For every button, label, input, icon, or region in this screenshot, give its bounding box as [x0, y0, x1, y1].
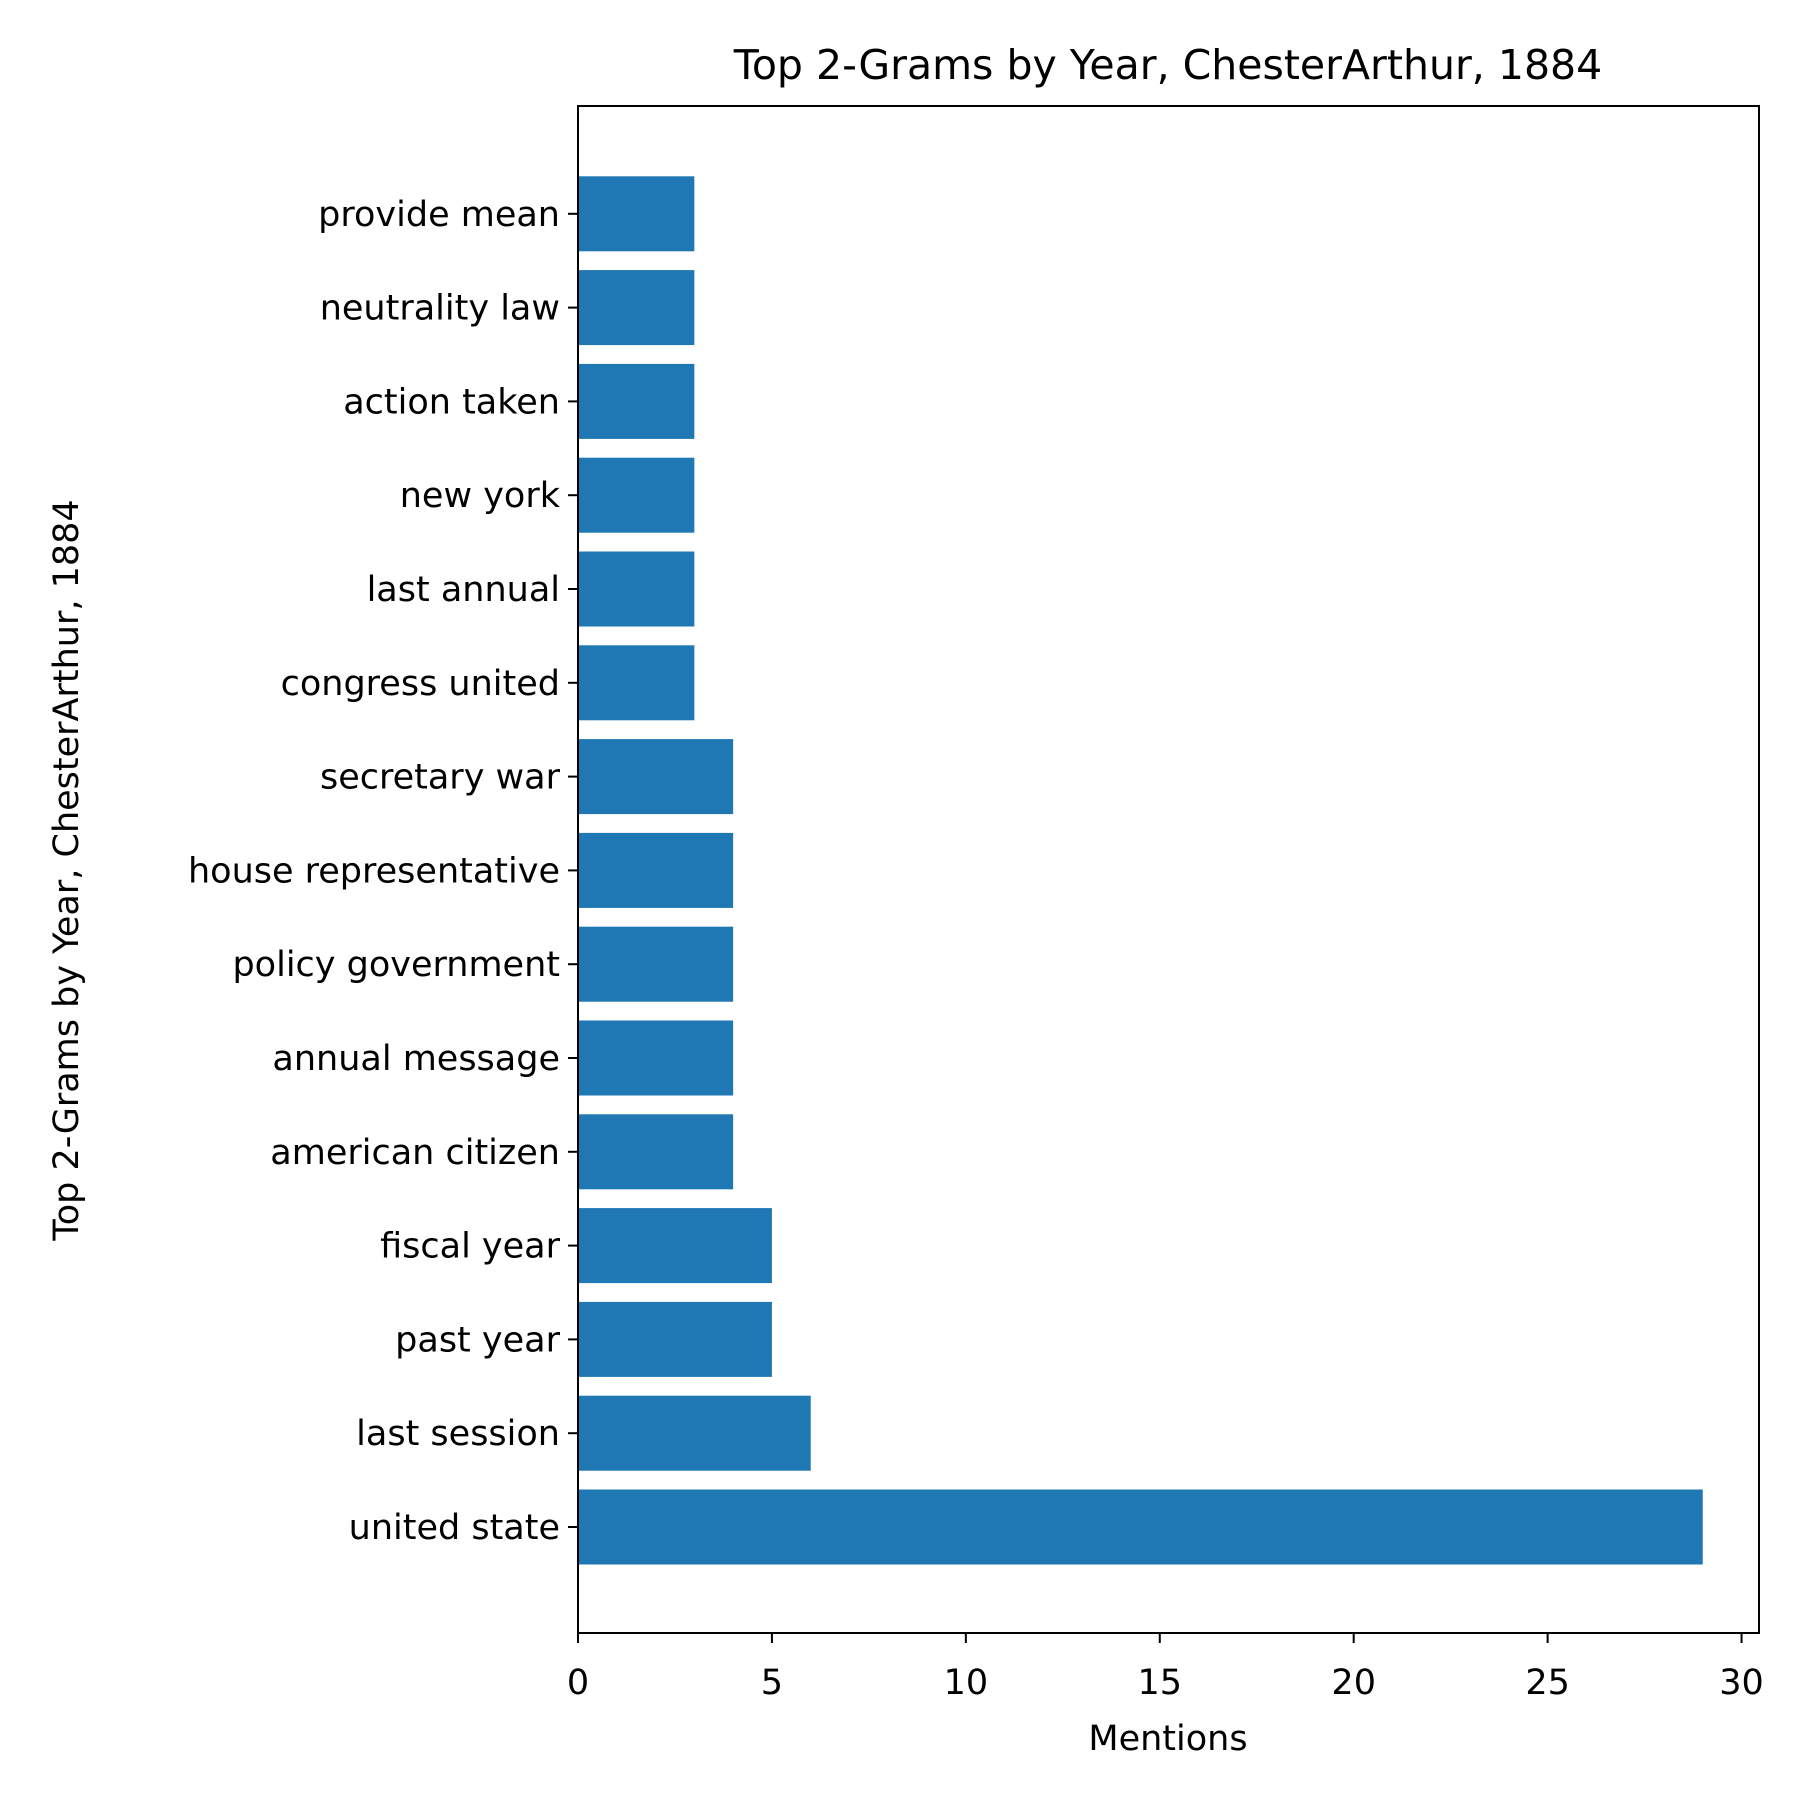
bar-past-year: [578, 1301, 772, 1377]
y-tick-label: last annual: [367, 570, 560, 610]
x-tick-label: 30: [1719, 1663, 1764, 1703]
bar-last-session: [578, 1395, 811, 1471]
x-axis-label: Mentions: [1088, 1719, 1247, 1759]
chart-title: Top 2-Grams by Year, ChesterArthur, 1884: [733, 41, 1602, 89]
x-tick-label: 10: [944, 1663, 989, 1703]
y-tick-label: secretary war: [320, 758, 561, 798]
bar-united-state: [578, 1489, 1703, 1565]
y-tick-label: fiscal year: [380, 1227, 561, 1267]
bar-secretary-war: [578, 739, 734, 815]
y-tick-label: policy government: [232, 945, 560, 985]
bar-fiscal-year: [578, 1208, 772, 1284]
y-tick-label: action taken: [343, 382, 560, 422]
bar-neutrality-law: [578, 270, 695, 346]
bar-house-representative: [578, 832, 734, 908]
bar-american-citizen: [578, 1114, 734, 1190]
x-tick-label: 15: [1138, 1663, 1183, 1703]
x-tick-label: 0: [567, 1663, 589, 1703]
bars-group: [578, 176, 1703, 1565]
bar-last-annual: [578, 551, 695, 627]
bar-action-taken: [578, 363, 695, 439]
y-tick-label: american citizen: [270, 1133, 560, 1173]
y-tick-label: congress united: [281, 664, 560, 704]
y-tick-label: last session: [356, 1414, 560, 1454]
x-tick-label: 5: [761, 1663, 783, 1703]
y-tick-label: neutrality law: [320, 289, 560, 329]
y-axis-label: Top 2-Grams by Year, ChesterArthur, 1884: [47, 499, 87, 1241]
y-axis-ticks: united state last session past year fiscal …: [188, 195, 578, 1548]
y-tick-label: united state: [349, 1508, 560, 1548]
bar-policy-government: [578, 926, 734, 1002]
y-tick-label: new york: [400, 476, 561, 516]
bar-annual-message: [578, 1020, 734, 1096]
y-tick-label: provide mean: [318, 195, 560, 235]
bar-new-york: [578, 457, 695, 533]
bar-provide-mean: [578, 176, 695, 252]
y-tick-label: past year: [395, 1320, 560, 1360]
y-tick-label: house representative: [188, 851, 560, 891]
y-tick-label: annual message: [272, 1039, 560, 1079]
x-axis-ticks: 0 5 10 15 20 25 30: [567, 1633, 1764, 1703]
plot-frame: [577, 105, 1760, 1634]
x-tick-label: 20: [1331, 1663, 1376, 1703]
x-tick-label: 25: [1525, 1663, 1570, 1703]
bar-congress-united: [578, 645, 695, 721]
